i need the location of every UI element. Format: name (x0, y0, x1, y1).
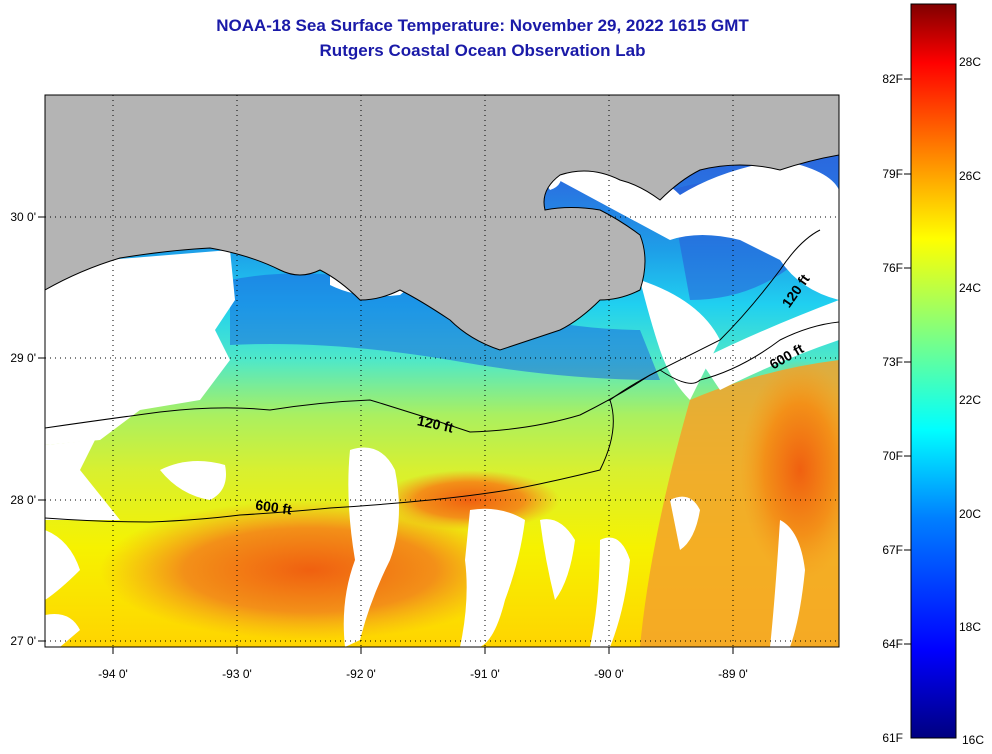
colorbar-c-label: 24C (959, 281, 981, 295)
map-frame (44, 94, 840, 648)
colorbar-f-label: 70F (882, 449, 903, 463)
colorbar-c-label: 22C (959, 393, 981, 407)
colorbar-c-label: 26C (959, 169, 981, 183)
isobath-120ft (45, 229, 821, 433)
colorbar-f-label: 64F (882, 637, 903, 651)
y-tick-label: 28 0' (10, 493, 36, 507)
x-tick-label: -93 0' (222, 667, 252, 681)
map-title: NOAA-18 Sea Surface Temperature: Novembe… (216, 16, 749, 35)
colorbar-f-label: 82F (882, 72, 903, 86)
colorbar-c-label: 28C (959, 55, 981, 69)
axis-ticks (38, 216, 734, 654)
colorbar-f-label: 61F (882, 731, 903, 745)
y-tick-label: 27 0' (10, 634, 36, 648)
colorbar-c-label: 18C (959, 620, 981, 634)
x-tick-label: -94 0' (98, 667, 128, 681)
cool-shelf-water (230, 273, 660, 380)
x-tick-label: -91 0' (470, 667, 500, 681)
warm-water-east-eddy (740, 360, 839, 580)
graticule (45, 95, 839, 647)
land-mass (45, 95, 839, 350)
warm-water-south (100, 500, 520, 640)
x-tick-label: -89 0' (718, 667, 748, 681)
colorbar-f-label: 73F (882, 355, 903, 369)
coastline (45, 154, 839, 351)
map-subtitle: Rutgers Coastal Ocean Observation Lab (319, 41, 646, 60)
y-tick-label: 29 0' (10, 351, 36, 365)
colorbar-f-label: 76F (882, 261, 903, 275)
x-tick-label: -92 0' (346, 667, 376, 681)
map-plot-area (45, 95, 839, 647)
colorbar (910, 3, 957, 739)
colorbar-c-label: 16C (962, 733, 984, 747)
colorbar-c-label: 20C (959, 507, 981, 521)
contour-label-600ft-west: 600 ft (254, 497, 293, 518)
contour-label-120ft-west: 120 ft (416, 412, 455, 435)
colorbar-f-label: 67F (882, 543, 903, 557)
colorbar-f-label: 79F (882, 167, 903, 181)
x-tick-label: -90 0' (594, 667, 624, 681)
y-tick-label: 30 0' (10, 210, 36, 224)
isobath-600ft (45, 321, 839, 523)
colorbar-ticks (904, 78, 911, 645)
